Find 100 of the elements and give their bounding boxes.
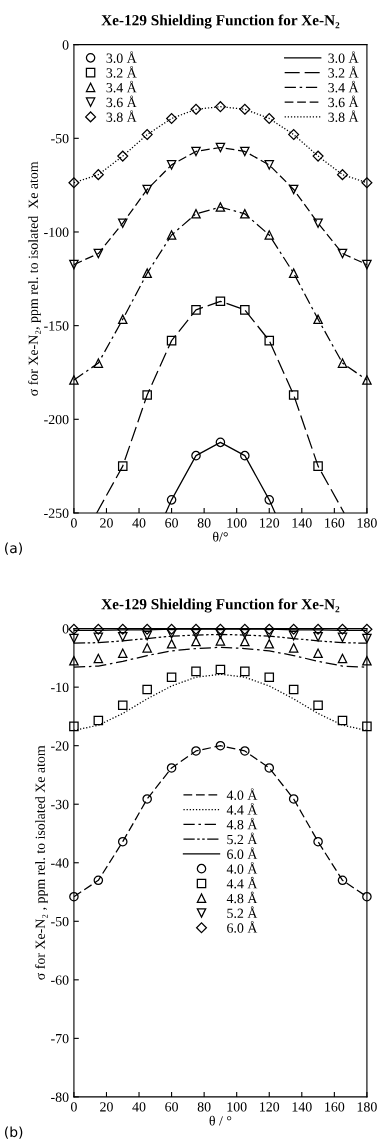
legend-label: 3.2 Å [328, 66, 359, 78]
x-tick-label: 100 [227, 518, 247, 528]
legend-label: 3.8 Å [106, 110, 137, 122]
point [313, 632, 323, 642]
point [240, 629, 250, 639]
point [288, 630, 299, 641]
point [117, 218, 128, 228]
point [191, 636, 201, 647]
x-tick-label: 0 [70, 518, 77, 528]
point [240, 209, 250, 219]
point [191, 629, 201, 639]
point [215, 664, 226, 675]
legend-label: 4.4 Å [226, 876, 258, 889]
point [191, 666, 201, 677]
y-tick-label: -40 [51, 858, 69, 868]
point [337, 653, 348, 664]
x-tick-label: 60 [165, 518, 178, 528]
y-tick-label: -100 [44, 227, 69, 237]
x-tick-label: 140 [292, 1102, 312, 1112]
point [362, 891, 372, 902]
legend-label: 4.0 Å [226, 788, 258, 800]
point [239, 623, 251, 635]
point [313, 700, 323, 711]
point [362, 375, 372, 385]
point [288, 390, 299, 400]
x-tick-label: 120 [260, 518, 280, 528]
point [166, 112, 178, 124]
point [191, 746, 201, 756]
point [215, 636, 226, 646]
y-tick-label: -200 [44, 414, 69, 425]
legend-label: 3.0 Å [328, 51, 359, 63]
point [263, 623, 275, 635]
point [93, 715, 104, 726]
point [240, 636, 250, 647]
y-tick-label: 0 [62, 40, 69, 50]
point [166, 672, 177, 682]
chart-title: Xe-129 Shielding Function for Xe-N₂ [101, 14, 340, 29]
point [313, 314, 323, 325]
point [264, 672, 275, 682]
point [264, 495, 275, 505]
point [69, 259, 79, 270]
point [264, 160, 275, 170]
point [336, 623, 349, 635]
point [69, 721, 79, 732]
point [141, 623, 153, 635]
legend-label: 3.6 Å [328, 95, 359, 108]
point [215, 629, 226, 639]
point [142, 794, 152, 804]
point [288, 623, 300, 635]
x-tick-label: 140 [292, 518, 312, 528]
point [117, 836, 128, 847]
y-tick-label: -20 [51, 741, 69, 751]
point [166, 623, 178, 635]
y-tick-label: -250 [44, 508, 69, 518]
point [312, 623, 324, 635]
point [141, 129, 153, 141]
legend-label: 6.0 Å [227, 847, 258, 859]
point [264, 335, 275, 346]
legend-label: 3.8 Å [328, 110, 359, 122]
point [166, 160, 177, 170]
legend-label: 3.0 Å [106, 51, 137, 63]
point [240, 450, 250, 461]
point [142, 268, 152, 278]
x-tick-label: 160 [325, 1102, 345, 1112]
point [264, 639, 275, 649]
legend-label: 6.0 Å [227, 921, 258, 933]
x-tick-label: 180 [357, 518, 377, 528]
point [312, 150, 324, 162]
point [69, 656, 79, 666]
point [93, 248, 104, 259]
x-axis-title: θ / ° [209, 1115, 232, 1126]
x-tick-label: 40 [132, 518, 146, 528]
x-tick-label: 80 [197, 518, 211, 528]
legend-label: 3.4 Å [328, 80, 359, 93]
y-tick-label: -70 [51, 1033, 69, 1044]
legend-label: 5.2 Å [227, 832, 258, 845]
point [361, 177, 373, 189]
point [93, 875, 104, 886]
point [68, 623, 80, 635]
legend-label: 3.2 Å [106, 66, 137, 78]
point [215, 437, 226, 448]
point [142, 643, 152, 653]
point [142, 630, 152, 641]
point [362, 633, 372, 644]
point [215, 296, 226, 307]
point [264, 763, 275, 773]
point [117, 648, 128, 658]
point [191, 146, 201, 157]
y-tick-label: -60 [51, 975, 69, 985]
point [117, 700, 128, 711]
point [337, 632, 348, 643]
point [337, 875, 348, 886]
point [142, 684, 152, 695]
x-tick-label: 60 [165, 1102, 178, 1112]
text: (a) [5, 542, 22, 555]
point [92, 623, 104, 635]
point [288, 643, 299, 653]
point [337, 248, 348, 259]
x-tick-label: 160 [325, 518, 345, 528]
legend-label: 4.4 Å [226, 803, 258, 815]
